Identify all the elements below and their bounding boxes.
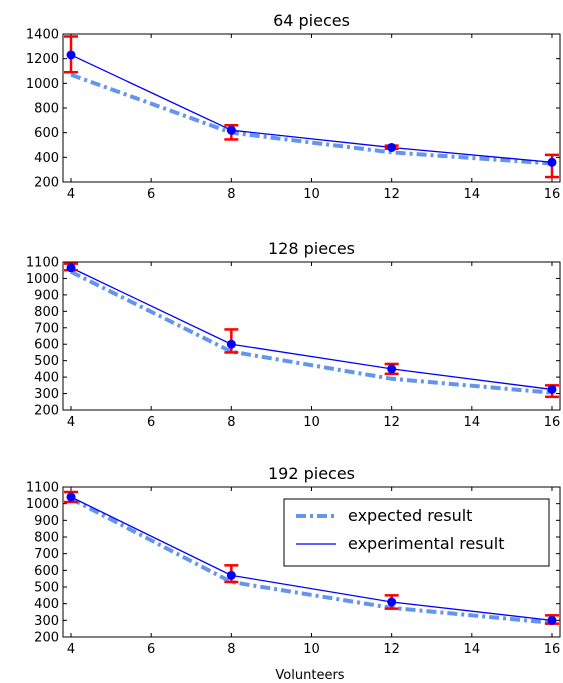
x-tick-label: 6 [147, 187, 155, 202]
y-tick-label: 1400 [26, 28, 59, 43]
expected-result-line [70, 270, 553, 395]
x-tick-label: 4 [67, 187, 75, 202]
legend: expected result experimental result [283, 498, 550, 567]
x-tick-label: 6 [147, 642, 155, 657]
y-tick-label: 1200 [26, 52, 59, 67]
expected-result-line [70, 496, 553, 625]
chart-title: 192 pieces [268, 464, 355, 483]
y-tick-label: 600 [34, 564, 59, 579]
x-tick-label: 14 [464, 642, 481, 657]
experimental-point [387, 597, 397, 607]
x-tick-label: 14 [464, 415, 481, 430]
y-tick-label: 500 [34, 354, 59, 369]
y-tick-label: 1100 [26, 481, 59, 496]
x-tick-label: 12 [383, 415, 400, 430]
y-tick-label: 300 [34, 614, 59, 629]
x-tick-label: 8 [227, 187, 235, 202]
experimental-point [547, 615, 557, 625]
x-tick-label: 14 [464, 187, 481, 202]
subplots: 64 pieces 4 6 8 10 12 14 16 200 400 600 800 1000 1200… [26, 11, 561, 657]
x-tick-label: 4 [67, 642, 75, 657]
x-tick-label: 6 [147, 415, 155, 430]
y-tick-label: 400 [34, 371, 59, 386]
legend-experimental-label: experimental result [348, 534, 505, 553]
x-tick-label: 12 [383, 642, 400, 657]
experimental-point [547, 157, 557, 167]
experimental-result-line [70, 496, 553, 621]
experimental-point [226, 570, 236, 580]
x-tick-label: 10 [303, 415, 320, 430]
legend-expected-label: expected result [348, 506, 472, 525]
y-tick-label: 900 [34, 514, 59, 529]
y-tick-label: 1000 [26, 497, 59, 512]
y-tick-label: 600 [34, 338, 59, 353]
y-tick-label: 400 [34, 151, 59, 166]
x-tick-label: 4 [67, 415, 75, 430]
y-tick-label: 800 [34, 531, 59, 546]
experimental-point [387, 142, 397, 152]
y-tick-label: 600 [34, 126, 59, 141]
experimental-result-line [70, 267, 553, 391]
experimental-result-line [70, 54, 553, 163]
y-tick-label: 700 [34, 321, 59, 336]
experimental-point [66, 50, 76, 60]
x-axis-label: Volunteers [275, 668, 344, 683]
chart-title: 64 pieces [273, 11, 350, 30]
experimental-point [226, 339, 236, 349]
y-tick-label: 200 [34, 176, 59, 191]
y-tick-label: 900 [34, 288, 59, 303]
experimental-point [387, 364, 397, 374]
y-tick-label: 1000 [26, 77, 59, 92]
subplot-1: 64 pieces 4 6 8 10 12 14 16 200 400 600 800 1000 1200… [26, 11, 561, 202]
experimental-point [226, 125, 236, 135]
y-tick-label: 1000 [26, 272, 59, 287]
x-tick-label: 16 [544, 415, 561, 430]
y-tick-label: 400 [34, 597, 59, 612]
experimental-point [66, 492, 76, 502]
y-tick-label: 1100 [26, 256, 59, 271]
y-tick-label: 800 [34, 102, 59, 117]
y-tick-label: 200 [34, 631, 59, 646]
chart-title: 128 pieces [268, 239, 355, 258]
x-tick-label: 16 [544, 187, 561, 202]
expected-result-line [70, 72, 553, 166]
legend-box [283, 498, 550, 567]
x-tick-label: 10 [303, 187, 320, 202]
experimental-point [66, 263, 76, 273]
y-tick-label: 500 [34, 581, 59, 596]
y-tick-label: 200 [34, 404, 59, 419]
x-tick-label: 8 [227, 415, 235, 430]
x-tick-label: 16 [544, 642, 561, 657]
y-tick-label: 800 [34, 305, 59, 320]
x-tick-label: 10 [303, 642, 320, 657]
experimental-point [547, 384, 557, 394]
x-tick-label: 8 [227, 642, 235, 657]
x-tick-label: 12 [383, 187, 400, 202]
y-tick-label: 700 [34, 547, 59, 562]
y-tick-label: 300 [34, 387, 59, 402]
